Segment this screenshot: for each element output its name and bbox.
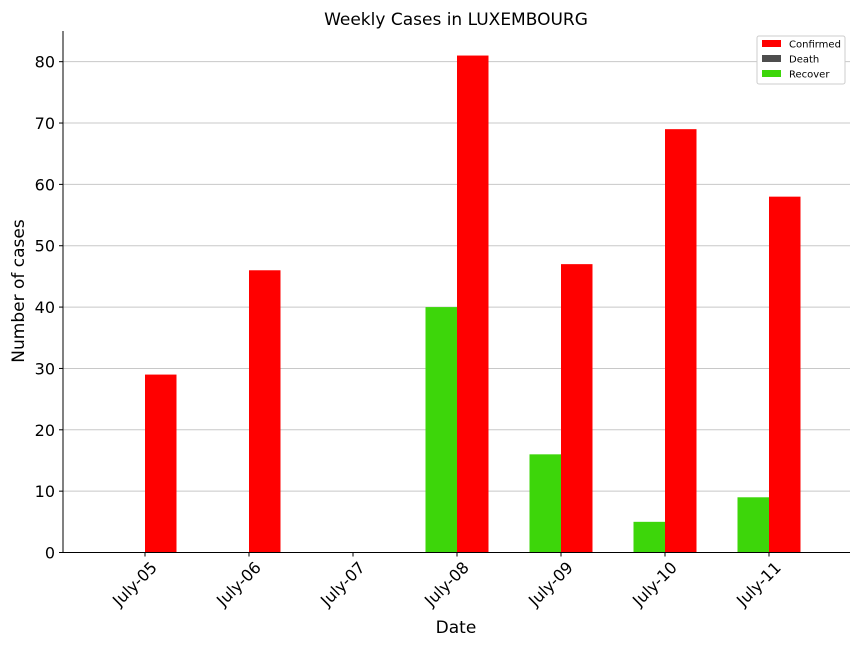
legend-swatch xyxy=(762,70,781,77)
y-tick-label: 10 xyxy=(35,482,55,501)
x-tick-label: July-07 xyxy=(316,558,369,611)
y-tick-label: 60 xyxy=(35,175,55,194)
bars xyxy=(145,55,801,553)
x-ticks: July-05 July-06 July-07 July-08 July-09 July-… xyxy=(108,552,785,611)
y-tick-label: 50 xyxy=(35,237,55,256)
legend-label: Recover xyxy=(789,70,830,81)
legend-label: Confirmed xyxy=(789,40,841,51)
x-axis-label: Date xyxy=(436,618,477,638)
legend-label: Death xyxy=(789,55,819,66)
x-tick-label: July-10 xyxy=(628,558,681,611)
bar-confirmed xyxy=(249,270,281,553)
y-ticks: 0 10 20 30 40 50 60 70 80 xyxy=(35,53,63,563)
legend-swatch xyxy=(762,40,781,47)
y-tick-label: 20 xyxy=(35,421,55,440)
x-tick-label: July-09 xyxy=(524,558,577,611)
x-tick-label: July-08 xyxy=(420,558,473,611)
x-tick-label: July-05 xyxy=(108,558,161,611)
legend: Confirmed Death Recover xyxy=(756,35,846,85)
y-tick-label: 40 xyxy=(35,298,55,317)
y-tick-label: 80 xyxy=(35,53,55,72)
y-tick-label: 0 xyxy=(45,544,55,563)
bar-recover xyxy=(425,307,457,553)
legend-swatch xyxy=(762,55,781,62)
bar-recover xyxy=(737,497,769,553)
y-axis-label: Number of cases xyxy=(9,219,29,363)
bar-confirmed xyxy=(145,374,177,553)
x-tick-label: July-11 xyxy=(732,558,785,611)
bar-recover xyxy=(633,521,665,553)
bar-confirmed xyxy=(561,264,593,553)
y-tick-label: 70 xyxy=(35,114,55,133)
y-tick-label: 30 xyxy=(35,359,55,378)
bar-recover xyxy=(529,454,561,553)
bar-confirmed xyxy=(665,129,697,553)
bar-confirmed xyxy=(769,196,801,553)
bar-confirmed xyxy=(457,55,489,553)
chart-title: Weekly Cases in LUXEMBOURG xyxy=(324,10,588,30)
x-tick-label: July-06 xyxy=(212,558,265,611)
